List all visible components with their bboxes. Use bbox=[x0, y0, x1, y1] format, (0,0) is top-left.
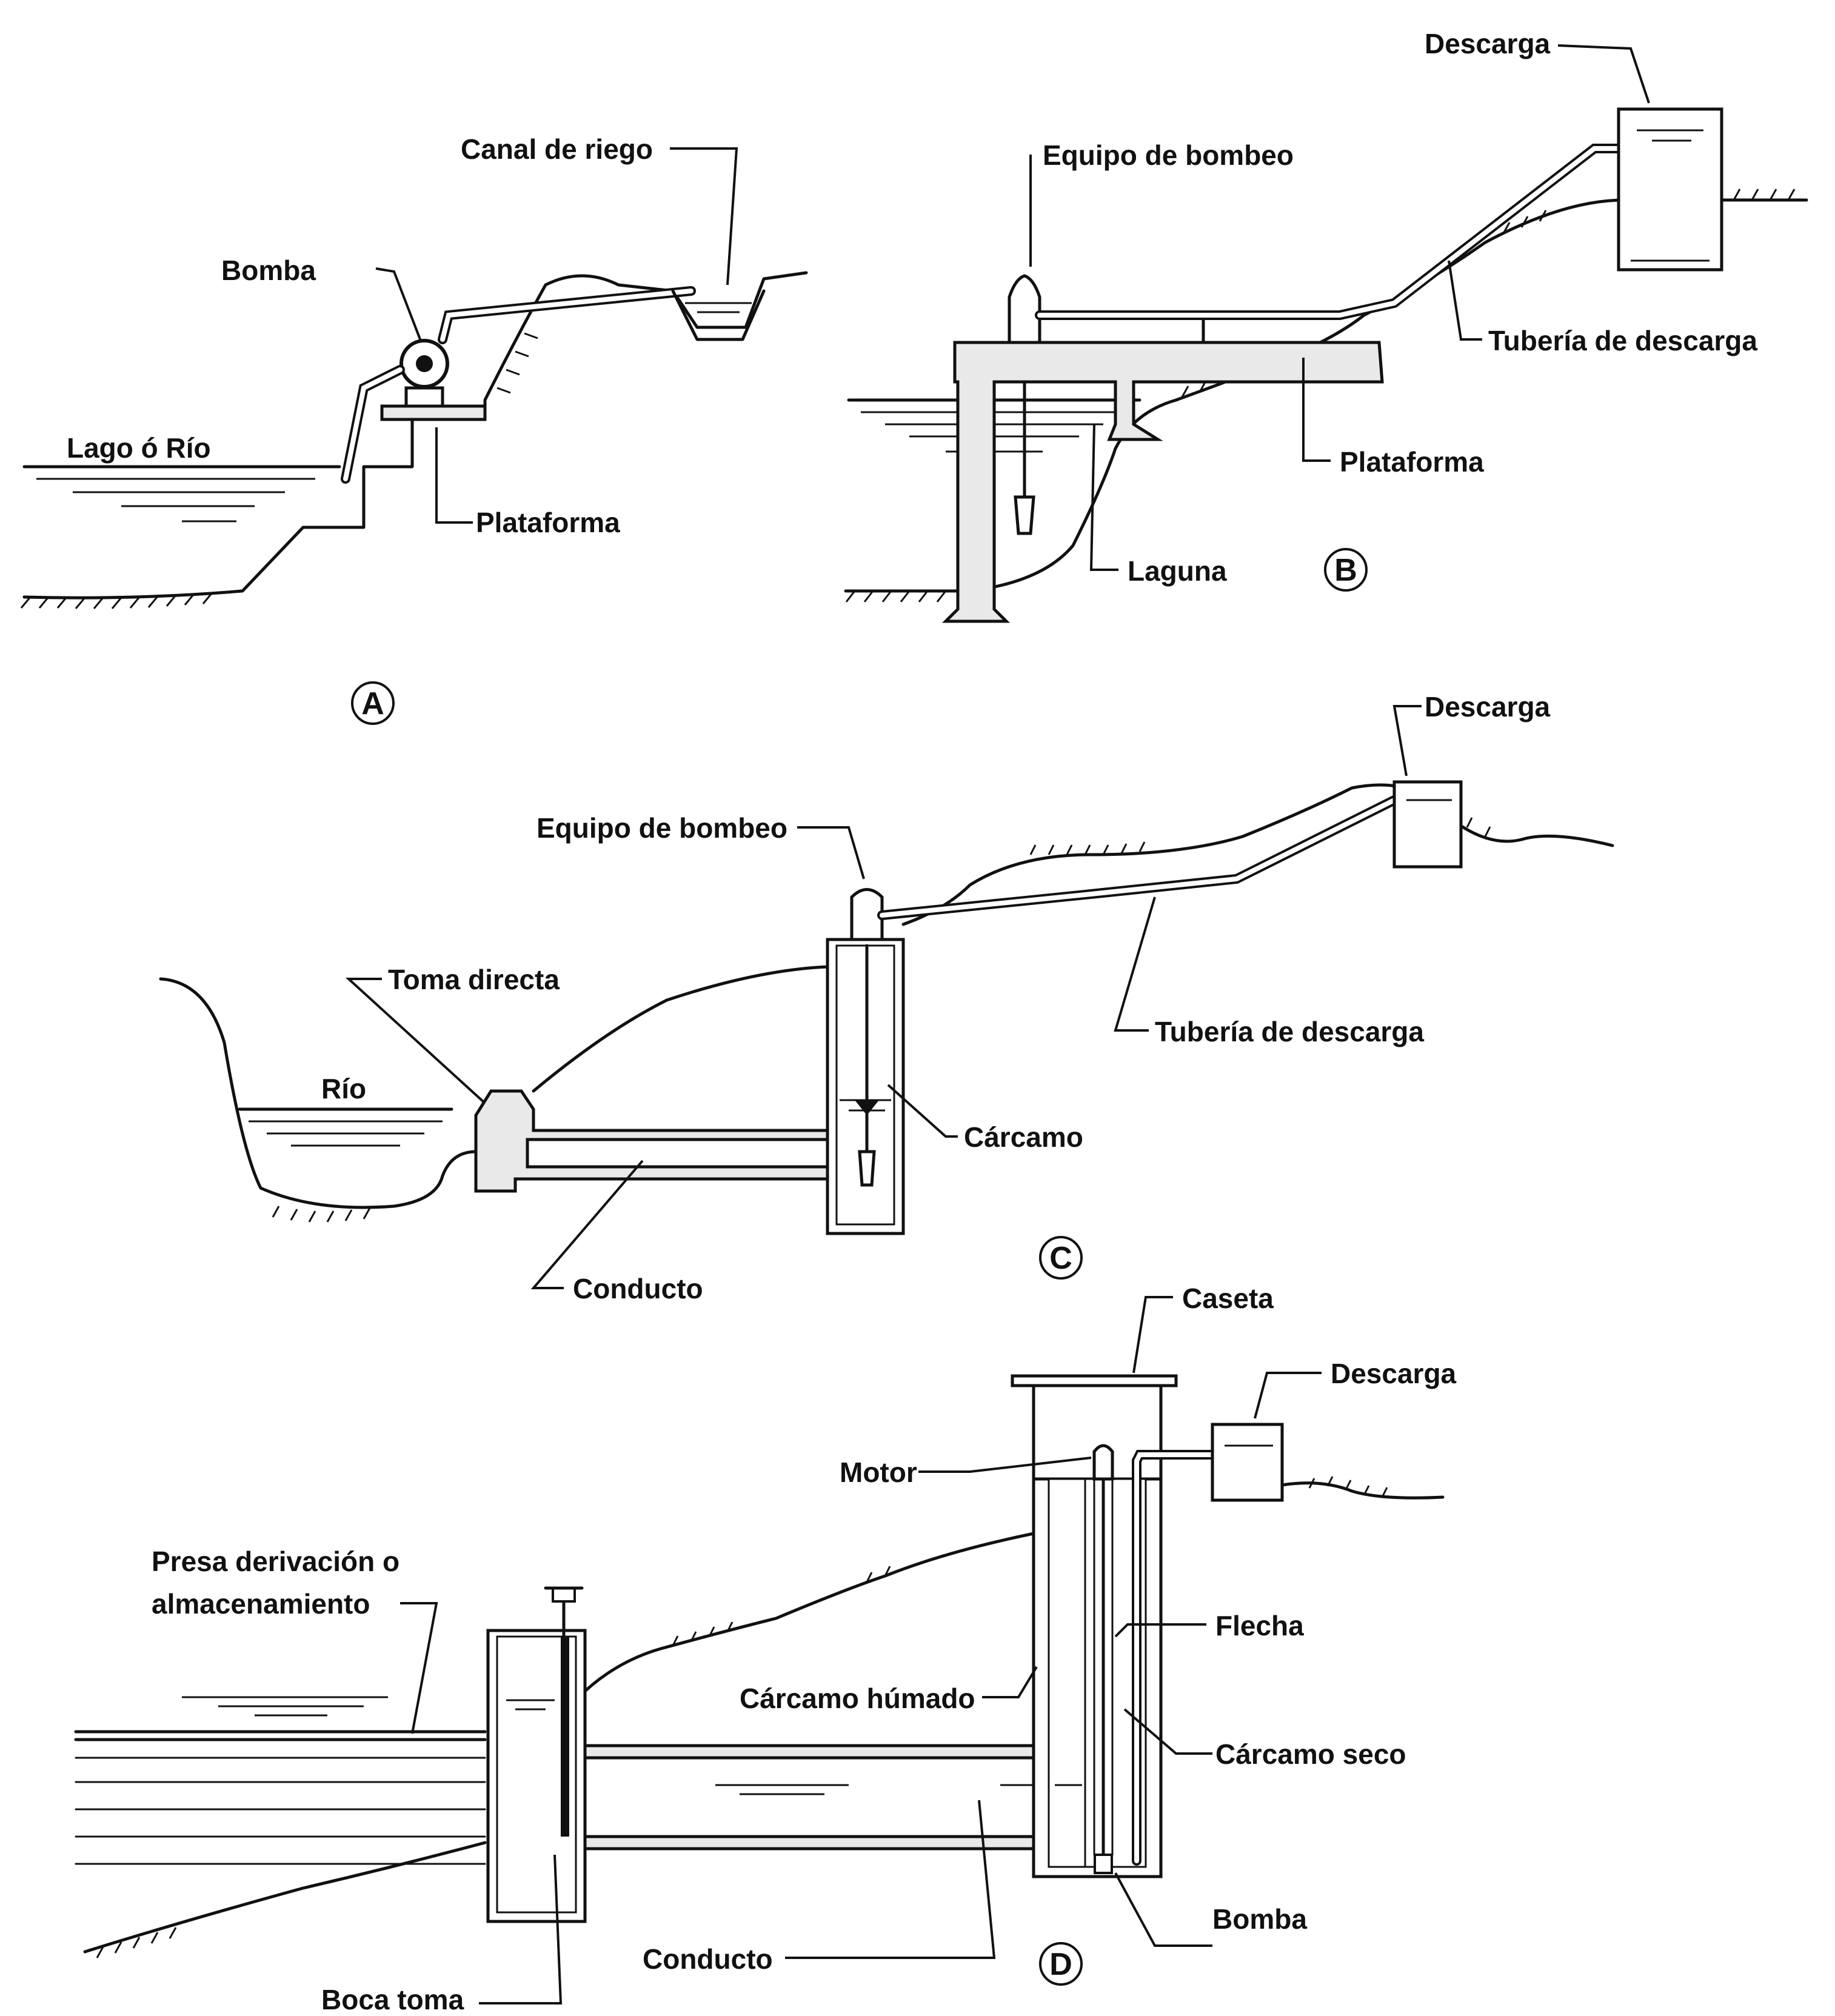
panel-d-carcamo-humedo-leader bbox=[982, 1666, 1038, 1698]
panel-c-conducto-leader bbox=[530, 1160, 644, 1289]
panel-d-label-presa-line1: Presa derivación o bbox=[152, 1546, 399, 1577]
panel-c-label-conducto: Conducto bbox=[573, 1273, 703, 1304]
panel-d-conduct-water bbox=[715, 1784, 1067, 1795]
panel-a-discharge-pipe bbox=[438, 286, 696, 344]
panel-d-reservoir bbox=[74, 1696, 487, 1865]
panel-d-bomba-leader bbox=[1114, 1872, 1212, 1947]
panel-d-letter-circle bbox=[1039, 1942, 1083, 1986]
panel-b-label-tuberia: Tubería de descarga bbox=[1488, 325, 1757, 356]
panel-a-pump bbox=[399, 339, 449, 408]
panel-c-toma-leader bbox=[345, 978, 486, 1104]
panel-b-pump-unit bbox=[1008, 274, 1041, 535]
panel-c: Descarga Equipo de bombeo Toma directa T… bbox=[159, 691, 1614, 1304]
panel-b-descarga-leader bbox=[1557, 44, 1650, 104]
panel-a-label-lago: Lago ó Río bbox=[67, 432, 211, 464]
panel-d-letter: D bbox=[1049, 1947, 1072, 1982]
panel-a-irrigation-canal bbox=[671, 289, 766, 341]
panel-a-bomba-leader bbox=[375, 267, 423, 343]
panel-a-label-plataforma: Plataforma bbox=[476, 507, 620, 538]
panel-d-label-conducto: Conducto bbox=[643, 1943, 773, 1975]
panel-c-label-carcamo: Cárcamo bbox=[964, 1121, 1083, 1153]
panel-c-intake-conduct bbox=[474, 1089, 829, 1193]
panel-c-label-rio: Río bbox=[321, 1073, 366, 1104]
panel-d-label-caseta: Caseta bbox=[1182, 1283, 1274, 1314]
panel-d-label-boca-toma: Boca toma bbox=[321, 1984, 464, 2013]
panel-c-label-equipo: Equipo de bombeo bbox=[536, 812, 787, 844]
panel-d-conducto-leader bbox=[785, 1800, 996, 1959]
panel-a: Canal de riego Bomba Lago ó Río Platafor… bbox=[20, 133, 808, 725]
panel-a-platform bbox=[380, 404, 487, 421]
panel-d-hill bbox=[583, 1532, 1035, 1693]
panel-a-canal-leader bbox=[670, 147, 738, 285]
panel-c-ridge bbox=[901, 783, 1614, 926]
panel-c-label-tuberia: Tubería de descarga bbox=[1155, 1016, 1424, 1047]
panel-b-letter-circle bbox=[1324, 548, 1368, 592]
panel-d: Caseta Descarga Motor Presa derivación o… bbox=[74, 1283, 1457, 2015]
panel-b-platform bbox=[941, 341, 1384, 623]
panel-c-carcamo-leader bbox=[887, 1084, 958, 1138]
panel-a-ground bbox=[20, 271, 808, 609]
panel-a-suction-pipe bbox=[341, 365, 405, 484]
panel-c-discharge-pipe bbox=[877, 795, 1423, 920]
panel-a-letter-circle bbox=[351, 681, 395, 725]
panel-c-letter: C bbox=[1049, 1241, 1072, 1276]
panel-c-hill bbox=[532, 965, 829, 1093]
panel-b-label-plataforma: Plataforma bbox=[1340, 446, 1484, 478]
panel-a-label-bomba: Bomba bbox=[221, 255, 316, 286]
panel-c-discharge-tank bbox=[1392, 780, 1463, 869]
panel-d-label-carcamo-humedo: Cárcamo húmado bbox=[740, 1683, 975, 1714]
panel-b: Descarga Equipo de bombeo Tubería de des… bbox=[844, 28, 1808, 623]
panel-b-plataforma-leader bbox=[1302, 358, 1331, 462]
panel-b-tuberia-leader bbox=[1448, 260, 1482, 341]
panel-b-letter: B bbox=[1334, 553, 1357, 588]
panel-d-discharge-tank bbox=[1211, 1423, 1284, 1502]
panel-c-tuberia-leader bbox=[1114, 896, 1156, 1032]
panel-c-river-basin bbox=[159, 977, 478, 1209]
panel-d-label-presa-line2: almacenamiento bbox=[152, 1588, 370, 1620]
panel-d-label-descarga: Descarga bbox=[1331, 1358, 1457, 1389]
panel-d-label-bomba: Bomba bbox=[1212, 1903, 1307, 1935]
panel-d-conduct-top bbox=[583, 1744, 1038, 1760]
panel-b-laguna-leader bbox=[1089, 424, 1118, 571]
panel-b-discharge-pipe bbox=[1035, 144, 1666, 320]
panel-b-discharge-tank bbox=[1617, 107, 1723, 272]
panel-d-motor-leader bbox=[918, 1457, 1092, 1473]
panel-d-flecha-leader bbox=[1114, 1623, 1206, 1638]
panel-d-carcamo-seco-leader bbox=[1123, 1708, 1212, 1755]
panel-d-label-motor: Motor bbox=[840, 1457, 917, 1488]
panel-c-letter-circle bbox=[1039, 1236, 1083, 1280]
panel-a-plataforma-leader bbox=[435, 427, 473, 524]
panel-d-ground-right bbox=[1280, 1481, 1445, 1500]
panel-d-intake-tower bbox=[486, 1586, 587, 1923]
panel-b-label-laguna: Laguna bbox=[1128, 555, 1227, 587]
panel-c-equipo-leader bbox=[797, 826, 865, 879]
panel-c-label-descarga: Descarga bbox=[1425, 691, 1551, 723]
panel-d-label-carcamo-seco: Cárcamo seco bbox=[1215, 1738, 1406, 1770]
panel-a-label-canal: Canal de riego bbox=[461, 133, 653, 165]
panel-c-pump-unit bbox=[850, 888, 884, 941]
panel-c-sump bbox=[826, 938, 905, 1235]
panel-d-label-flecha: Flecha bbox=[1215, 1610, 1304, 1641]
panel-c-river-water bbox=[238, 1107, 453, 1147]
panel-d-caseta-leader bbox=[1132, 1296, 1173, 1373]
panel-c-label-toma: Toma directa bbox=[388, 964, 560, 995]
panel-a-lake-water bbox=[22, 465, 341, 522]
panel-c-descarga-leader bbox=[1392, 705, 1422, 776]
panel-b-label-descarga: Descarga bbox=[1425, 28, 1551, 59]
panel-a-letter: A bbox=[361, 686, 384, 721]
panel-d-reservoir-bottom bbox=[83, 1841, 487, 1954]
panel-b-label-equipo: Equipo de bombeo bbox=[1043, 139, 1294, 171]
panel-d-boca-toma-leader bbox=[479, 1854, 563, 2004]
panel-d-presa-leader bbox=[400, 1602, 438, 1734]
panel-d-conduct-bottom bbox=[583, 1835, 1038, 1851]
panel-d-descarga-leader bbox=[1254, 1372, 1322, 1419]
